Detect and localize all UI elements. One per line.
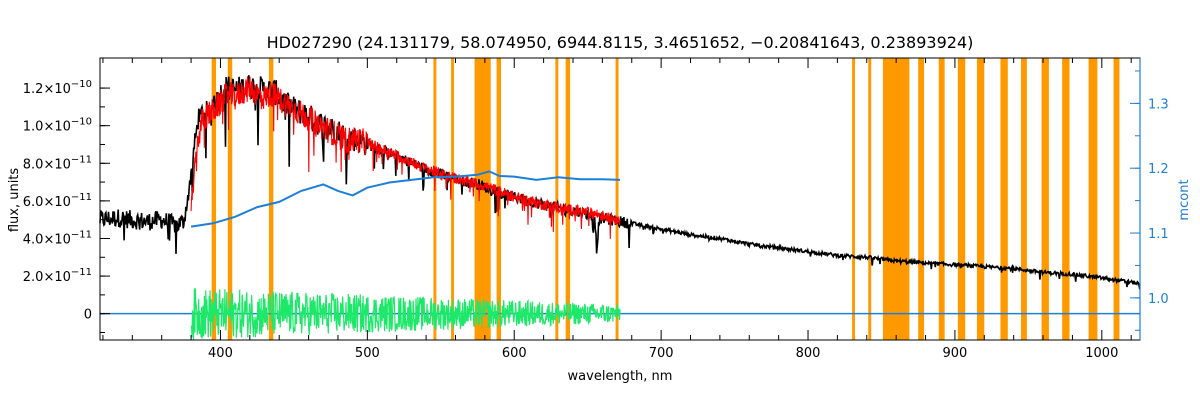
x-tick-label: 400 (208, 346, 233, 361)
labels: 400 500 600 700 800 900 100002.0×10−114.0×10−1… (7, 33, 1192, 384)
x-tick-label: 600 (502, 346, 527, 361)
masked-band-17 (1000, 58, 1008, 340)
y-tick-exponent: −11 (71, 192, 92, 203)
y-tick-exponent: −11 (71, 154, 92, 165)
y2-tick-label: 1.2 (1148, 162, 1169, 177)
y-tick-mantissa: 2.0×10 (23, 270, 71, 285)
y-tick-mantissa: 1.2×10 (23, 82, 71, 97)
masked-band-12 (882, 58, 910, 340)
x-tick-label: 700 (649, 346, 674, 361)
y-tick-label: 4.0×10−11 (23, 229, 92, 247)
y-tick-label: 6.0×10−11 (23, 192, 92, 210)
y-tick-label: 1.0×10−10 (23, 117, 92, 135)
y-tick-mantissa: 6.0×10 (23, 195, 71, 210)
masked-band-4 (451, 58, 455, 340)
masked-bands (211, 58, 1120, 340)
masked-band-2 (268, 58, 274, 340)
y-tick-label: 0 (84, 308, 92, 323)
masked-band-0 (211, 58, 217, 340)
y-axis-title: flux, units (7, 168, 22, 233)
masked-band-9 (615, 58, 619, 340)
x-tick-label: 900 (943, 346, 968, 361)
series-residuals (190, 288, 621, 340)
y-tick-exponent: −10 (71, 79, 92, 90)
chart-title: HD027290 (24.131179, 58.074950, 6944.811… (267, 33, 974, 52)
masked-band-21 (1088, 58, 1098, 340)
masked-band-22 (1113, 58, 1120, 340)
y-tick-label: 1.2×10−10 (23, 79, 92, 97)
y-tick-mantissa: 4.0×10 (23, 232, 71, 247)
y-tick-mantissa: 1.0×10 (23, 120, 71, 135)
masked-band-16 (976, 58, 985, 340)
masked-band-14 (938, 58, 945, 340)
masked-band-5 (474, 58, 491, 340)
y-tick-exponent: −11 (71, 267, 92, 278)
x-tick-label: 1000 (1085, 346, 1118, 361)
masked-band-11 (868, 58, 872, 340)
y2-axis-title: mcont (1177, 179, 1192, 220)
axes (99, 57, 1141, 341)
series-model-flux (190, 76, 621, 239)
y-tick-mantissa: 0 (84, 308, 92, 323)
masked-band-18 (1021, 58, 1027, 340)
x-axis-title: wavelength, nm (568, 369, 673, 384)
y-tick-label: 8.0×10−11 (23, 154, 92, 172)
x-tick-label: 800 (796, 346, 821, 361)
masked-band-19 (1041, 58, 1049, 340)
masked-band-10 (852, 58, 856, 340)
y-tick-exponent: −10 (71, 117, 92, 128)
x-tick-label: 500 (355, 346, 380, 361)
masked-band-8 (565, 58, 571, 340)
series-mcont (190, 170, 621, 228)
y2-tick-label: 1.1 (1148, 227, 1169, 242)
y-tick-mantissa: 8.0×10 (23, 157, 71, 172)
masked-band-1 (227, 58, 233, 340)
y2-tick-label: 1.3 (1148, 97, 1169, 112)
y-tick-exponent: −11 (71, 229, 92, 240)
masked-band-3 (433, 58, 437, 340)
y-tick-label: 2.0×10−11 (23, 267, 92, 285)
y2-tick-label: 1.0 (1148, 292, 1169, 307)
masked-band-13 (918, 58, 925, 340)
masked-band-15 (957, 58, 966, 340)
masked-band-20 (1062, 58, 1070, 340)
series-layer (99, 75, 1141, 340)
masked-band-7 (555, 58, 559, 340)
